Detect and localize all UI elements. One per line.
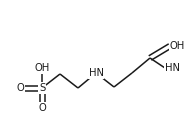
Text: OH: OH [34, 63, 50, 73]
Text: O: O [38, 103, 46, 113]
Text: HN: HN [165, 63, 180, 73]
Text: HN: HN [89, 68, 103, 78]
Text: O: O [16, 83, 24, 93]
Text: OH: OH [170, 41, 185, 51]
Text: S: S [39, 83, 45, 93]
